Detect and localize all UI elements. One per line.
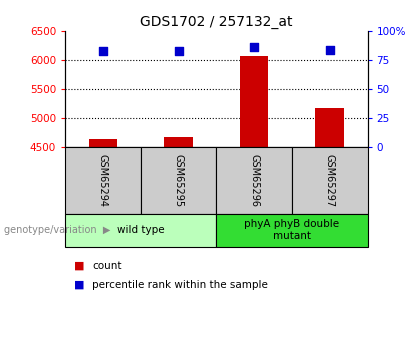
- Bar: [240, 57, 268, 147]
- Point: [100, 48, 106, 53]
- Text: GSM65296: GSM65296: [249, 154, 259, 207]
- Bar: [89, 139, 117, 147]
- Text: ■: ■: [74, 261, 84, 270]
- Text: percentile rank within the sample: percentile rank within the sample: [92, 280, 268, 289]
- Text: phyA phyB double
mutant: phyA phyB double mutant: [244, 219, 339, 241]
- Text: GSM65295: GSM65295: [173, 154, 184, 207]
- Text: count: count: [92, 261, 122, 270]
- Text: genotype/variation  ▶: genotype/variation ▶: [4, 225, 110, 235]
- Bar: [164, 137, 193, 147]
- Text: wild type: wild type: [117, 225, 165, 235]
- Point: [175, 48, 182, 53]
- Bar: [315, 108, 344, 147]
- Text: GSM65294: GSM65294: [98, 154, 108, 207]
- Point: [251, 45, 257, 50]
- Point: [326, 47, 333, 52]
- Text: GSM65297: GSM65297: [325, 154, 335, 207]
- Text: ■: ■: [74, 280, 84, 289]
- Title: GDS1702 / 257132_at: GDS1702 / 257132_at: [140, 14, 293, 29]
